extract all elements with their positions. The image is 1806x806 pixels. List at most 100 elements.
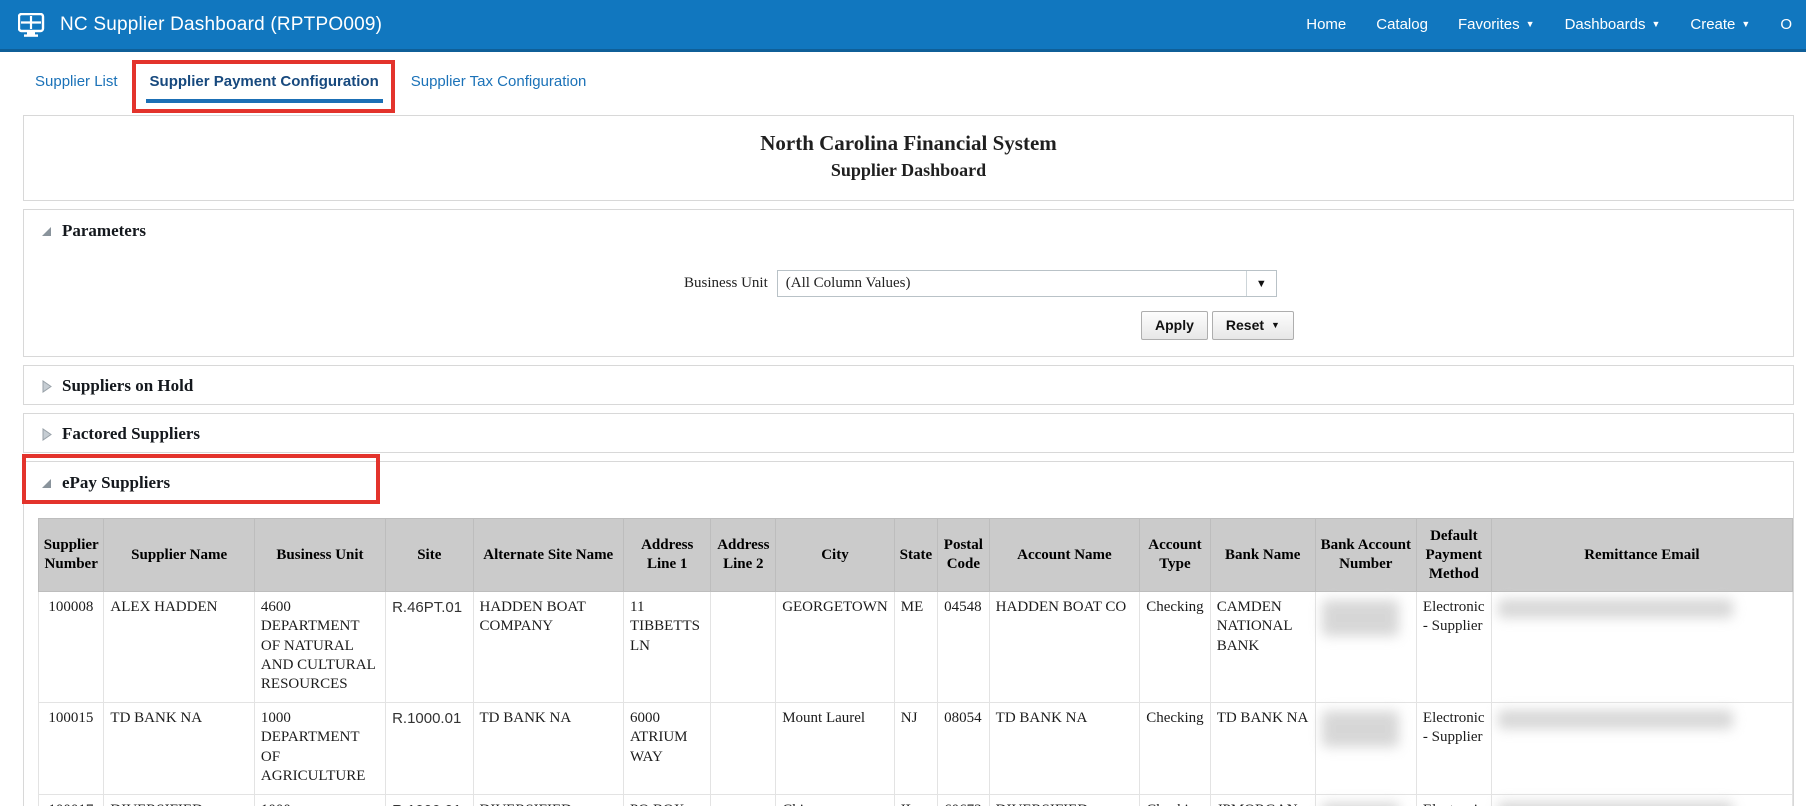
- cell-site: R.1000.01: [385, 702, 474, 795]
- cell-state: ME: [893, 591, 939, 704]
- tab-supplier-payment-configuration[interactable]: Supplier Payment Configuration: [131, 59, 395, 113]
- suppliers-on-hold-header[interactable]: Suppliers on Hold: [24, 366, 1793, 405]
- cell-city: GEORGETOWN: [775, 591, 895, 704]
- chevron-down-icon: ▼: [1525, 19, 1535, 29]
- cell-address_line_1: PO BOX 735800: [623, 793, 712, 806]
- epay-suppliers-table: Supplier Number Supplier Name Business Uni…: [37, 517, 1794, 806]
- business-unit-label: Business Unit: [684, 275, 768, 291]
- column-header-state: State: [893, 517, 939, 593]
- cell-address_line_1: 6000 ATRIUM WAY: [623, 702, 712, 795]
- prompt-buttons: Apply Reset ▼: [1141, 311, 1793, 340]
- cell-remittance_email: [1490, 702, 1794, 795]
- cell-remittance_email: [1490, 591, 1794, 704]
- cell-address_line_1: 11 TIBBETTS LN: [623, 591, 712, 704]
- collapse-triangle-icon[interactable]: [40, 225, 52, 237]
- reset-label: Reset: [1225, 317, 1265, 333]
- epay-suppliers-title: ePay Suppliers: [62, 473, 171, 492]
- business-unit-dropdown[interactable]: (All Column Values) ▼: [776, 270, 1277, 297]
- nav-label: Dashboards: [1564, 16, 1646, 33]
- cell-account_name: TD BANK NA: [988, 702, 1141, 795]
- nav-item-favorites[interactable]: Favorites ▼: [1458, 16, 1535, 33]
- heading-line-2: Supplier Dashboard: [830, 160, 987, 180]
- expand-triangle-icon[interactable]: [40, 427, 52, 441]
- redacted-blur: [1321, 711, 1400, 748]
- apply-button[interactable]: Apply: [1141, 311, 1208, 340]
- factored-suppliers-title: Factored Suppliers: [62, 424, 201, 443]
- reset-button[interactable]: Reset ▼: [1211, 311, 1294, 340]
- column-header-address_line_1: Address Line 1: [623, 517, 712, 593]
- epay-suppliers-header[interactable]: ePay Suppliers: [22, 454, 1793, 504]
- report-heading-panel: North Carolina Financial System Supplier…: [23, 115, 1794, 201]
- redacted-blur: [1321, 600, 1400, 637]
- cell-supplier_name: TD BANK NA: [103, 702, 255, 795]
- nav-item-home[interactable]: Home: [1306, 16, 1346, 33]
- heading-line-1: North Carolina Financial System: [760, 131, 1057, 155]
- cell-default_payment_method: Electronic - Supplier: [1415, 702, 1492, 795]
- cell-alternate_site_name: TD BANK NA: [472, 702, 625, 795]
- cell-site: R.1000.01: [385, 793, 474, 806]
- tab-label: Supplier Payment Configuration: [149, 72, 379, 90]
- tab-supplier-tax-configuration[interactable]: Supplier Tax Configuration: [410, 72, 587, 90]
- redacted-blur: [1497, 801, 1733, 806]
- cell-bank_name: JPMORGAN CHASE: [1209, 793, 1316, 806]
- nav-item-catalog[interactable]: Catalog: [1376, 16, 1428, 33]
- cell-supplier_name: DIVERSIFIED COMMUNICATIONS: [103, 793, 255, 806]
- cell-address_line_2: [710, 793, 777, 806]
- column-header-bank_account_number: Bank Account Number: [1314, 517, 1417, 593]
- cell-account_type: Checking: [1139, 591, 1211, 704]
- column-header-site: Site: [385, 517, 474, 593]
- nav-label: Home: [1306, 16, 1347, 33]
- cell-supplier_number: 100008: [37, 591, 105, 704]
- nav-label: Catalog: [1376, 16, 1428, 33]
- cell-business_unit: 1000 DEPARTMENT OF AGRICULTURE: [253, 793, 387, 806]
- column-header-supplier_number: Supplier Number: [37, 517, 105, 593]
- tab-supplier-list[interactable]: Supplier List: [35, 72, 118, 90]
- business-unit-prompt: Business Unit (All Column Values) ▼: [24, 270, 1793, 297]
- nav-item-dashboards[interactable]: Dashboards ▼: [1565, 16, 1661, 33]
- column-header-postal_code: Postal Code: [937, 517, 990, 593]
- cell-supplier_number: 100015: [37, 702, 105, 795]
- parameters-section-header[interactable]: Parameters: [24, 210, 1793, 250]
- cell-city: Chicago: [775, 793, 895, 806]
- nav-label: O: [1780, 16, 1792, 33]
- suppliers-on-hold-section: Suppliers on Hold: [23, 365, 1794, 405]
- cell-supplier_number: 100017: [37, 793, 105, 806]
- dropdown-arrow-icon[interactable]: ▼: [1245, 271, 1276, 296]
- page-title: NC Supplier Dashboard (RPTPO009): [60, 13, 383, 35]
- cell-bank_account_number: [1314, 793, 1417, 806]
- redacted-blur: [1321, 802, 1400, 806]
- nav-item-create[interactable]: Create ▼: [1690, 16, 1750, 33]
- cell-city: Mount Laurel: [775, 702, 895, 795]
- suppliers-on-hold-title: Suppliers on Hold: [62, 376, 194, 395]
- cell-remittance_email: [1490, 793, 1794, 806]
- column-header-remittance_email: Remittance Email: [1490, 517, 1794, 593]
- cell-address_line_2: [710, 591, 777, 704]
- factored-suppliers-header[interactable]: Factored Suppliers: [24, 414, 1793, 453]
- redacted-blur: [1497, 599, 1733, 619]
- chevron-down-icon: ▼: [1741, 19, 1751, 29]
- top-navigation: Home Catalog Favorites ▼ Dashboards ▼ Create ▼ O: [1306, 16, 1792, 33]
- cell-account_type: Checking: [1139, 702, 1211, 795]
- cell-postal_code: 60673: [937, 793, 990, 806]
- cell-business_unit: 4600 DEPARTMENT OF NATURAL AND CULTURAL …: [253, 591, 387, 704]
- cell-bank_name: TD BANK NA: [1209, 702, 1316, 795]
- expand-triangle-icon[interactable]: [40, 379, 52, 393]
- nav-item-o[interactable]: O: [1780, 16, 1792, 33]
- column-header-account_name: Account Name: [988, 517, 1141, 593]
- column-header-city: City: [775, 517, 895, 593]
- parameters-section: Parameters Business Unit (All Column Val…: [23, 209, 1794, 357]
- cell-bank_account_number: [1314, 702, 1417, 795]
- cell-business_unit: 1000 DEPARTMENT OF AGRICULTURE: [253, 702, 387, 795]
- cell-state: NJ: [893, 702, 939, 795]
- collapse-triangle-icon[interactable]: [40, 477, 52, 489]
- cell-default_payment_method: Electronic - Supplier: [1415, 793, 1492, 806]
- reset-caret-icon: ▼: [1271, 319, 1280, 330]
- redacted-blur: [1497, 710, 1733, 730]
- column-header-address_line_2: Address Line 2: [710, 517, 777, 593]
- nav-label: Favorites: [1457, 16, 1520, 33]
- cell-site: R.46PT.01: [385, 591, 474, 704]
- nav-label: Create: [1690, 16, 1736, 33]
- table-row: 100015 TD BANK NA 1000 DEPARTMENT OF AGRIC…: [37, 702, 1794, 795]
- cell-account_name: DIVERSIFIED COMMUNICATIONS: [988, 793, 1141, 806]
- column-header-bank_name: Bank Name: [1209, 517, 1316, 593]
